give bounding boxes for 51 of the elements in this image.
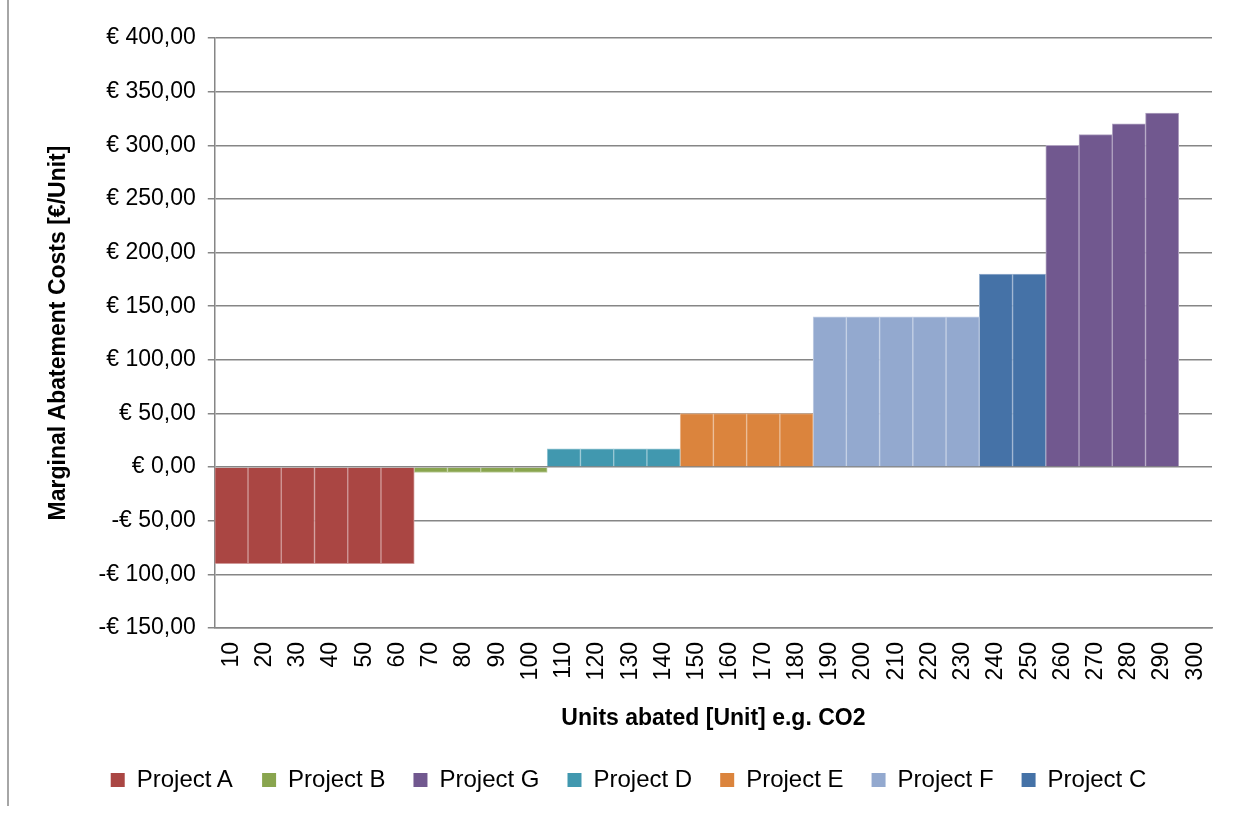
x-tick-label: 200	[848, 642, 875, 681]
legend-label: Project G	[439, 764, 540, 792]
x-tick-label: 10	[216, 642, 243, 668]
x-tick-label: 40	[316, 642, 343, 668]
y-tick-label: € 250,00	[106, 184, 196, 211]
x-tick-label: 300	[1180, 642, 1207, 681]
x-tick-label: 140	[648, 642, 675, 681]
x-tick-label: 230	[948, 642, 975, 681]
y-tick-label: -€ 50,00	[111, 506, 196, 533]
legend-label: Project D	[593, 764, 693, 792]
x-tick-label: 220	[914, 642, 941, 681]
x-tick-label: 180	[781, 642, 808, 681]
x-tick-label: 290	[1147, 642, 1174, 681]
x-tick-label: 170	[748, 642, 775, 681]
y-tick-label: € 50,00	[119, 398, 196, 425]
y-tick-label: € 100,00	[106, 345, 196, 372]
legend-label: Project A	[136, 764, 233, 792]
y-tick-label: € 150,00	[106, 291, 196, 318]
x-tick-label: 50	[349, 642, 376, 668]
y-tick-label: -€ 150,00	[98, 613, 196, 640]
x-tick-label: 250	[1014, 642, 1041, 681]
x-tick-label: 130	[615, 642, 642, 681]
legend-label: Project C	[1047, 764, 1147, 792]
x-tick-label: 190	[815, 642, 842, 681]
x-axis-title: Units abated [Unit] e.g. CO2	[561, 703, 866, 730]
y-tick-label: € 350,00	[106, 76, 196, 103]
x-tick-label: 150	[682, 642, 709, 681]
y-tick-label: -€ 100,00	[98, 559, 196, 586]
x-tick-label: 30	[283, 642, 310, 668]
x-tick-label: 100	[515, 642, 542, 681]
y-axis-title: Marginal Abatement Costs [€/Unit]	[44, 145, 71, 521]
x-tick-label: 280	[1114, 642, 1141, 681]
x-tick-label: 210	[881, 642, 908, 681]
x-tick-label: 60	[382, 642, 409, 668]
y-tick-label: € 300,00	[106, 130, 196, 157]
x-tick-label: 160	[715, 642, 742, 681]
y-tick-label: € 0,00	[131, 452, 196, 479]
x-tick-label: 270	[1081, 642, 1107, 681]
x-tick-label: 90	[482, 642, 509, 668]
legend-label: Project B	[288, 764, 386, 792]
legend-label: Project E	[746, 764, 844, 792]
x-tick-label: 20	[249, 642, 276, 668]
x-tick-label: 70	[416, 642, 443, 668]
y-tick-label: € 400,00	[106, 23, 196, 50]
x-tick-label: 260	[1047, 642, 1074, 681]
y-tick-label: € 200,00	[106, 237, 196, 264]
x-tick-label: 110	[549, 642, 576, 679]
legend-label: Project F	[897, 764, 994, 792]
x-tick-label: 120	[582, 642, 609, 681]
x-tick-label: 80	[449, 642, 476, 668]
x-tick-label: 240	[981, 642, 1008, 681]
